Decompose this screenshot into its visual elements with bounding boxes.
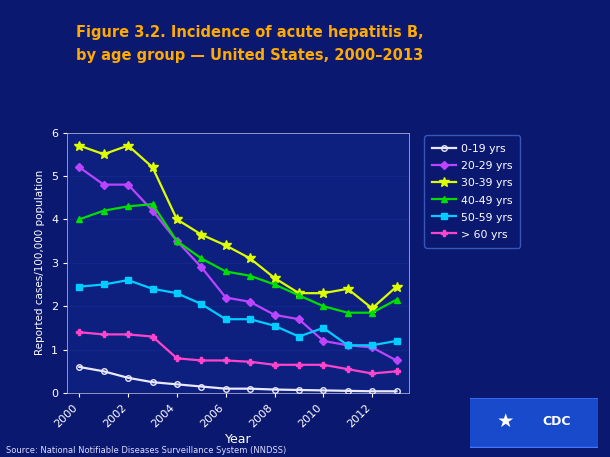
40-49 yrs: [393, 297, 400, 303]
40-49 yrs: [173, 239, 181, 244]
> 60 yrs: [76, 329, 83, 335]
50-59 yrs: [198, 301, 205, 307]
0-19 yrs: [368, 388, 376, 394]
Line: 0-19 yrs: 0-19 yrs: [76, 364, 400, 394]
20-29 yrs: [368, 345, 376, 350]
> 60 yrs: [295, 362, 303, 367]
Legend: 0-19 yrs, 20-29 yrs, 30-39 yrs, 40-49 yrs, 50-59 yrs, > 60 yrs: 0-19 yrs, 20-29 yrs, 30-39 yrs, 40-49 yr…: [425, 135, 520, 248]
30-39 yrs: [124, 143, 132, 149]
30-39 yrs: [320, 291, 327, 296]
50-59 yrs: [124, 277, 132, 283]
Line: > 60 yrs: > 60 yrs: [76, 329, 400, 376]
20-29 yrs: [320, 338, 327, 344]
0-19 yrs: [198, 384, 205, 389]
40-49 yrs: [368, 310, 376, 315]
Line: 40-49 yrs: 40-49 yrs: [76, 201, 400, 316]
> 60 yrs: [100, 332, 107, 337]
30-39 yrs: [344, 286, 351, 292]
20-29 yrs: [100, 182, 107, 187]
40-49 yrs: [295, 292, 303, 298]
30-39 yrs: [149, 165, 156, 170]
50-59 yrs: [344, 343, 351, 348]
40-49 yrs: [344, 310, 351, 315]
20-29 yrs: [76, 165, 83, 170]
30-39 yrs: [368, 306, 376, 311]
> 60 yrs: [271, 362, 278, 367]
0-19 yrs: [124, 375, 132, 381]
40-49 yrs: [246, 273, 254, 279]
30-39 yrs: [76, 143, 83, 149]
50-59 yrs: [271, 323, 278, 329]
20-29 yrs: [222, 295, 229, 300]
0-19 yrs: [149, 379, 156, 385]
Text: ★: ★: [497, 412, 514, 431]
20-29 yrs: [246, 299, 254, 305]
0-19 yrs: [222, 386, 229, 391]
0-19 yrs: [393, 388, 400, 394]
0-19 yrs: [100, 368, 107, 374]
40-49 yrs: [76, 217, 83, 222]
20-29 yrs: [149, 208, 156, 213]
> 60 yrs: [222, 358, 229, 363]
30-39 yrs: [271, 275, 278, 281]
40-49 yrs: [124, 204, 132, 209]
> 60 yrs: [149, 334, 156, 339]
30-39 yrs: [198, 232, 205, 237]
40-49 yrs: [198, 256, 205, 261]
40-49 yrs: [320, 303, 327, 309]
20-29 yrs: [198, 264, 205, 270]
> 60 yrs: [320, 362, 327, 367]
Text: Figure 3.2. Incidence of acute hepatitis B,: Figure 3.2. Incidence of acute hepatitis…: [76, 25, 424, 40]
50-59 yrs: [100, 282, 107, 287]
50-59 yrs: [246, 317, 254, 322]
Text: by age group — United States, 2000–2013: by age group — United States, 2000–2013: [76, 48, 424, 63]
Line: 50-59 yrs: 50-59 yrs: [76, 277, 400, 348]
Line: 20-29 yrs: 20-29 yrs: [76, 165, 400, 363]
0-19 yrs: [173, 382, 181, 387]
0-19 yrs: [271, 387, 278, 392]
50-59 yrs: [173, 291, 181, 296]
> 60 yrs: [368, 371, 376, 376]
> 60 yrs: [393, 368, 400, 374]
50-59 yrs: [149, 286, 156, 292]
Text: CDC: CDC: [542, 415, 571, 428]
0-19 yrs: [76, 364, 83, 370]
20-29 yrs: [271, 312, 278, 318]
> 60 yrs: [344, 367, 351, 372]
20-29 yrs: [393, 358, 400, 363]
FancyBboxPatch shape: [466, 398, 601, 448]
40-49 yrs: [271, 282, 278, 287]
20-29 yrs: [173, 239, 181, 244]
0-19 yrs: [295, 387, 303, 393]
30-39 yrs: [100, 152, 107, 157]
30-39 yrs: [222, 243, 229, 248]
50-59 yrs: [368, 343, 376, 348]
40-49 yrs: [222, 269, 229, 274]
20-29 yrs: [124, 182, 132, 187]
30-39 yrs: [173, 217, 181, 222]
Text: Source: National Notifiable Diseases Surveillance System (NNDSS): Source: National Notifiable Diseases Sur…: [6, 446, 286, 455]
30-39 yrs: [393, 284, 400, 289]
50-59 yrs: [76, 284, 83, 289]
20-29 yrs: [295, 317, 303, 322]
50-59 yrs: [222, 317, 229, 322]
> 60 yrs: [246, 359, 254, 365]
40-49 yrs: [100, 208, 107, 213]
40-49 yrs: [149, 202, 156, 207]
50-59 yrs: [295, 334, 303, 339]
> 60 yrs: [124, 332, 132, 337]
Y-axis label: Reported cases/100,000 population: Reported cases/100,000 population: [35, 170, 45, 356]
> 60 yrs: [173, 356, 181, 361]
50-59 yrs: [393, 338, 400, 344]
0-19 yrs: [246, 386, 254, 391]
0-19 yrs: [320, 388, 327, 393]
30-39 yrs: [295, 291, 303, 296]
30-39 yrs: [246, 256, 254, 261]
X-axis label: Year: Year: [224, 433, 251, 446]
50-59 yrs: [320, 325, 327, 331]
> 60 yrs: [198, 358, 205, 363]
20-29 yrs: [344, 343, 351, 348]
Line: 30-39 yrs: 30-39 yrs: [74, 141, 401, 313]
0-19 yrs: [344, 388, 351, 393]
